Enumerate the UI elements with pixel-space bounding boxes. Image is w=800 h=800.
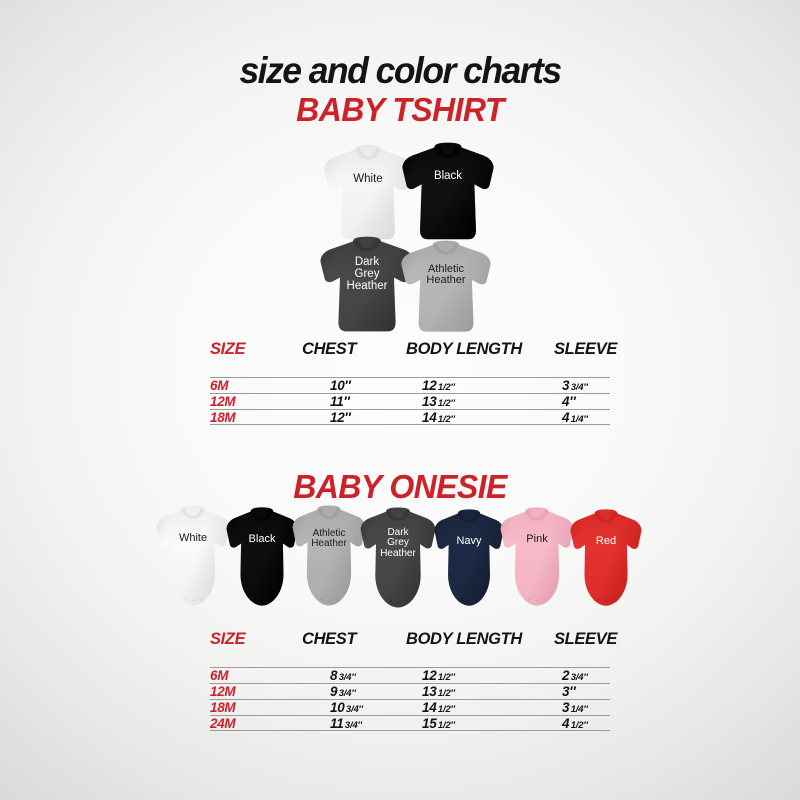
onesie-swatch-dark-grey-heather: Dark Grey Heather	[358, 506, 438, 614]
column-header-body-length: BODY LENGTH	[406, 340, 522, 358]
column-header-chest: CHEST	[302, 340, 357, 358]
cell-size: 18M	[210, 700, 236, 715]
cell-body-length: 13 1/2″	[422, 684, 455, 699]
table-row: 18M 10 3/4″ 14 1/2″ 3 1/4″	[210, 699, 610, 715]
cell-chest: 11″	[330, 394, 350, 409]
cell-sleeve: 4″	[562, 394, 576, 409]
table-body: 6M 8 3/4″ 12 1/2″ 2 3/4″ 12M 9 3/4″ 13 1/2″ 3″ 18M 10 3…	[210, 667, 610, 731]
column-header-sleeve: SLEEVE	[554, 630, 618, 648]
cell-body-length: 14 1/2″	[422, 700, 455, 715]
cell-chest: 8 3/4″	[330, 668, 356, 683]
onesie-swatch-white: White	[154, 504, 232, 612]
column-header-sleeve: SLEEVE	[554, 340, 618, 358]
table-row: 12M 11″ 13 1/2″ 4″	[210, 393, 610, 409]
title-main: size and color charts	[239, 50, 562, 91]
column-header-size: SIZE	[210, 630, 246, 648]
cell-sleeve: 3″	[562, 684, 576, 699]
table-row: 18M 12″ 14 1/2″ 4 1/4″	[210, 409, 610, 425]
tshirt-swatch-athletic-heather: Athletic Heather	[399, 240, 493, 336]
table-row: 24M 11 3/4″ 15 1/2″ 4 1/2″	[210, 715, 610, 731]
cell-sleeve: 3 3/4″	[562, 378, 588, 393]
table-row: 6M 8 3/4″ 12 1/2″ 2 3/4″	[210, 667, 610, 683]
table-body: 6M 10″ 12 1/2″ 3 3/4″ 12M 11″ 13 1/2″ 4″ 18M 12″ 14 1/…	[210, 377, 610, 425]
cell-sleeve: 2 3/4″	[562, 668, 588, 683]
onesie-swatch-red: Red	[568, 508, 644, 612]
onesie-swatch-pink: Pink	[498, 506, 576, 612]
cell-sleeve: 4 1/4″	[562, 409, 588, 425]
table-header-row: SIZE CHEST BODY LENGTH SLEEVE	[210, 630, 618, 667]
cell-size: 24M	[210, 715, 236, 731]
cell-size: 18M	[210, 409, 236, 425]
table-header-row: SIZE CHEST BODY LENGTH SLEEVE	[210, 340, 618, 377]
cell-size: 6M	[210, 378, 229, 393]
onesie-color-swatches: White Black	[150, 500, 650, 620]
title-subtitle: BABY TSHIRT	[296, 90, 504, 128]
cell-sleeve: 3 1/4″	[562, 700, 588, 715]
tshirt-color-swatches: White Black	[300, 140, 500, 332]
cell-size: 6M	[210, 668, 229, 683]
cell-body-length: 12 1/2″	[422, 668, 455, 683]
column-header-body-length: BODY LENGTH	[406, 630, 522, 648]
cell-sleeve: 4 1/2″	[562, 715, 588, 731]
cell-chest: 11 3/4″	[330, 715, 362, 731]
table-row: 6M 10″ 12 1/2″ 3 3/4″	[210, 377, 610, 393]
column-header-chest: CHEST	[302, 630, 357, 648]
onesie-swatch-athletic-heather: Athletic Heather	[290, 504, 368, 612]
onesie-size-table: SIZE CHEST BODY LENGTH SLEEVE 6M 8 3/4″ 12 1…	[210, 630, 618, 731]
tshirt-swatch-dark-grey-heather: Dark Grey Heather	[318, 236, 416, 336]
onesie-swatch-navy: Navy	[432, 508, 506, 612]
cell-body-length: 15 1/2″	[422, 715, 455, 731]
cell-chest: 10″	[330, 378, 351, 393]
page-title: size and color charts BABY TSHIRT	[0, 52, 800, 129]
cell-chest: 9 3/4″	[330, 684, 356, 699]
cell-body-length: 14 1/2″	[422, 409, 455, 425]
column-header-size: SIZE	[210, 340, 246, 358]
cell-chest: 10 3/4″	[330, 700, 363, 715]
cell-chest: 12″	[330, 409, 351, 425]
cell-size: 12M	[210, 394, 236, 409]
cell-size: 12M	[210, 684, 236, 699]
tshirt-swatch-black: Black	[400, 142, 496, 244]
onesie-swatch-black: Black	[224, 506, 300, 612]
cell-body-length: 12 1/2″	[422, 378, 455, 393]
onesie-section-title: BABY ONESIE	[293, 468, 507, 505]
cell-body-length: 13 1/2″	[422, 394, 455, 409]
table-row: 12M 9 3/4″ 13 1/2″ 3″	[210, 683, 610, 699]
tshirt-size-table: SIZE CHEST BODY LENGTH SLEEVE 6M 10″ 12 1/2…	[210, 340, 618, 425]
